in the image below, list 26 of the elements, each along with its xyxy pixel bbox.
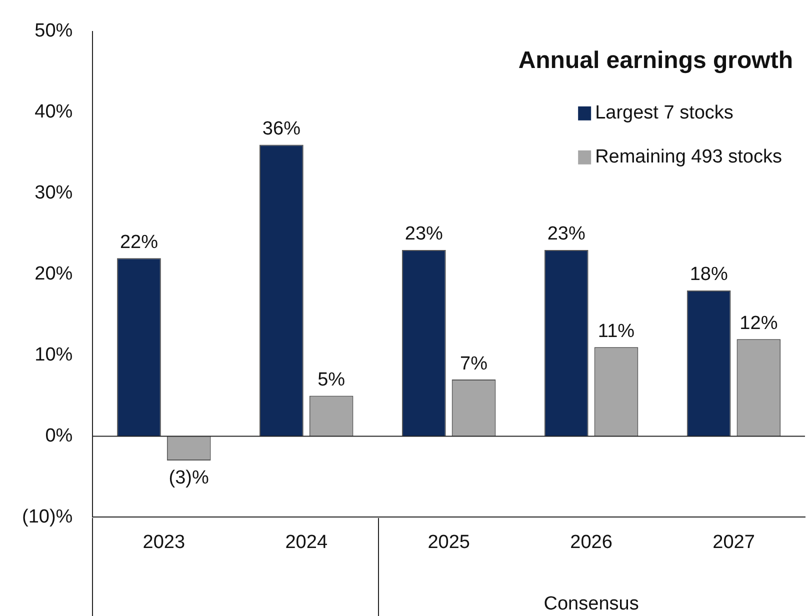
data-label: 7% [460, 353, 488, 374]
text: Annual earnings growth [518, 47, 793, 74]
y-tick-label: 40% [34, 102, 73, 123]
y-tick-label: 50% [34, 20, 73, 42]
legend-label: Remaining 493 stocks [595, 146, 782, 168]
data-label: 12% [740, 312, 778, 334]
y-tick-label: 10% [34, 344, 73, 366]
x-tick-label: 2026 [570, 532, 612, 553]
data-label: 5% [318, 369, 346, 390]
y-tick-label: 20% [34, 264, 73, 285]
y-tick-label: (10)% [22, 506, 73, 528]
data-label: 11% [598, 320, 635, 342]
data-label: 23% [404, 224, 444, 245]
data-label: 36% [262, 118, 301, 140]
y-tick-label: 0% [45, 425, 73, 446]
x-tick-label: 2027 [712, 532, 755, 553]
x-tick-label: 2023 [142, 532, 186, 553]
x-tick-label: 2025 [428, 532, 470, 553]
data-label: (3)% [168, 467, 210, 488]
text: Consensus [544, 594, 639, 615]
legend-label: Largest 7 stocks [595, 102, 734, 124]
data-label: 22% [120, 232, 158, 253]
y-tick-label: 30% [34, 182, 73, 204]
data-label: 18% [690, 264, 728, 286]
data-label: 23% [547, 224, 586, 245]
x-tick-label: 2024 [285, 532, 328, 553]
